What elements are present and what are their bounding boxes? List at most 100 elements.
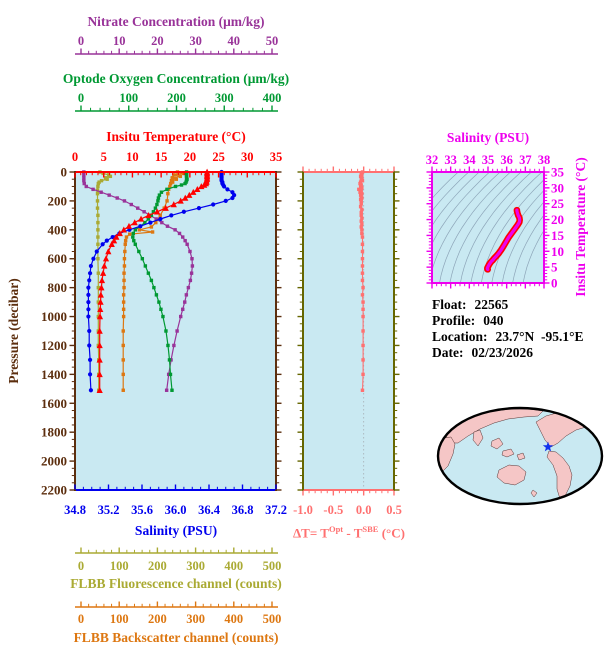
svg-text:-0.5: -0.5 bbox=[323, 503, 343, 517]
landmass-india bbox=[472, 429, 484, 447]
svg-text:-1.0: -1.0 bbox=[293, 503, 313, 517]
landmass-new-zealand bbox=[530, 489, 538, 498]
date-label: Date: bbox=[432, 345, 464, 360]
delta-t-label-part: - T bbox=[343, 525, 363, 541]
float-info-row-date: Date: 02/23/2026 bbox=[432, 345, 584, 361]
temperature-axis-title: Insitu Temperature (°C) bbox=[106, 129, 246, 144]
svg-text:25: 25 bbox=[551, 196, 565, 211]
delta-t-label-part: ΔT= T bbox=[293, 525, 329, 541]
svg-text:20: 20 bbox=[151, 34, 164, 48]
svg-text:34: 34 bbox=[463, 153, 476, 167]
backscatter-axis-title: FLBB Backscatter channel (counts) bbox=[73, 630, 279, 645]
delta-t-label-sup-sbe: SBE bbox=[362, 524, 379, 534]
float-info-row-location: Location: 23.7°N -95.1°E bbox=[432, 329, 584, 345]
float-info-row-float: Float: 22565 bbox=[432, 297, 584, 313]
svg-text:50: 50 bbox=[266, 34, 279, 48]
svg-text:200: 200 bbox=[167, 91, 186, 105]
svg-text:10: 10 bbox=[126, 150, 139, 164]
svg-text:0: 0 bbox=[551, 276, 558, 291]
float-value: 22565 bbox=[474, 297, 509, 312]
svg-text:15: 15 bbox=[155, 150, 168, 164]
date-value: 02/23/2026 bbox=[471, 345, 533, 360]
location-value: 23.7°N -95.1°E bbox=[495, 329, 584, 344]
svg-text:5: 5 bbox=[551, 260, 558, 275]
delta-t-plot: -1.0 -0.5 0.0 0.5 bbox=[293, 166, 402, 517]
svg-text:34.8: 34.8 bbox=[64, 503, 86, 517]
ts-temperature-axis-label: Insitu Temperature (°C) bbox=[573, 157, 588, 297]
pressure-axis-label: Pressure (decibar) bbox=[6, 278, 21, 384]
oxygen-axis-title: Optode Oxygen Concentration (μm/kg) bbox=[62, 71, 290, 86]
svg-text:38: 38 bbox=[538, 153, 551, 167]
svg-text:32: 32 bbox=[426, 153, 439, 167]
svg-text:20: 20 bbox=[184, 150, 197, 164]
svg-text:1400: 1400 bbox=[41, 367, 67, 382]
svg-text:10: 10 bbox=[551, 244, 564, 259]
svg-text:33: 33 bbox=[444, 153, 457, 167]
svg-text:100: 100 bbox=[110, 559, 129, 573]
fluorescence-axis-title: FLBB Fluorescence channel (counts) bbox=[70, 576, 282, 591]
svg-text:200: 200 bbox=[148, 559, 167, 573]
world-map bbox=[436, 406, 604, 506]
svg-text:36.8: 36.8 bbox=[232, 503, 254, 517]
svg-text:0: 0 bbox=[78, 612, 84, 626]
svg-text:5: 5 bbox=[101, 150, 107, 164]
svg-text:0: 0 bbox=[61, 165, 68, 180]
svg-text:40: 40 bbox=[228, 34, 241, 48]
svg-text:30: 30 bbox=[551, 180, 564, 195]
svg-text:35.2: 35.2 bbox=[98, 503, 120, 517]
svg-text:300: 300 bbox=[186, 559, 205, 573]
svg-text:30: 30 bbox=[189, 34, 202, 48]
svg-text:1800: 1800 bbox=[41, 425, 67, 440]
svg-text:0: 0 bbox=[78, 559, 84, 573]
isopycnal-contours bbox=[432, 172, 544, 283]
svg-text:20: 20 bbox=[551, 212, 564, 227]
float-location-star-icon bbox=[542, 441, 554, 452]
svg-text:35: 35 bbox=[270, 150, 283, 164]
svg-text:1000: 1000 bbox=[41, 309, 67, 324]
svg-text:2000: 2000 bbox=[41, 454, 67, 469]
delta-t-label-part: (°C) bbox=[378, 525, 405, 541]
landmass-indonesia bbox=[501, 448, 515, 458]
svg-text:0: 0 bbox=[78, 34, 84, 48]
landmass-greenland bbox=[584, 408, 598, 422]
svg-text:0: 0 bbox=[78, 91, 84, 105]
nitrate-axis-title: Nitrate Concentration (μm/kg) bbox=[87, 14, 265, 29]
float-info: Float: 22565 Profile: 040 Location: 23.7°N … bbox=[432, 297, 584, 361]
svg-text:500: 500 bbox=[263, 559, 282, 573]
float-label: Float: bbox=[432, 297, 467, 312]
svg-text:400: 400 bbox=[224, 612, 243, 626]
svg-text:1600: 1600 bbox=[41, 396, 67, 411]
svg-text:36.0: 36.0 bbox=[165, 503, 187, 517]
delta-t-label-sup-opt: Opt bbox=[328, 524, 344, 534]
landmass-new-guinea bbox=[516, 452, 526, 461]
svg-text:0.5: 0.5 bbox=[386, 503, 402, 517]
svg-text:25: 25 bbox=[212, 150, 225, 164]
profile-label: Profile: bbox=[432, 313, 476, 328]
svg-text:36.4: 36.4 bbox=[198, 503, 221, 517]
svg-text:300: 300 bbox=[186, 612, 205, 626]
svg-text:400: 400 bbox=[224, 559, 243, 573]
salinity-axis-title: Salinity (PSU) bbox=[134, 523, 218, 538]
svg-text:500: 500 bbox=[263, 612, 282, 626]
svg-text:35.6: 35.6 bbox=[131, 503, 153, 517]
svg-text:37: 37 bbox=[519, 153, 532, 167]
svg-text:400: 400 bbox=[263, 91, 282, 105]
svg-text:36: 36 bbox=[500, 153, 513, 167]
float-info-row-profile: Profile: 040 bbox=[432, 313, 584, 329]
profile-value: 040 bbox=[483, 313, 504, 328]
svg-text:0: 0 bbox=[72, 150, 78, 164]
svg-text:10: 10 bbox=[113, 34, 126, 48]
svg-text:2200: 2200 bbox=[41, 483, 67, 498]
svg-text:35: 35 bbox=[482, 153, 495, 167]
main-profile-plot: 0 5 10 15 20 25 30 35 34.8 35.2 35.6 36.0 36.4 36.8 37… bbox=[41, 150, 287, 517]
landmass-indochina bbox=[490, 437, 504, 450]
landmass-australia bbox=[496, 464, 527, 486]
svg-text:0.0: 0.0 bbox=[356, 503, 372, 517]
ts-plot-title: Salinity (PSU) bbox=[446, 130, 530, 145]
svg-text:35: 35 bbox=[551, 165, 565, 180]
svg-text:1200: 1200 bbox=[41, 338, 67, 353]
